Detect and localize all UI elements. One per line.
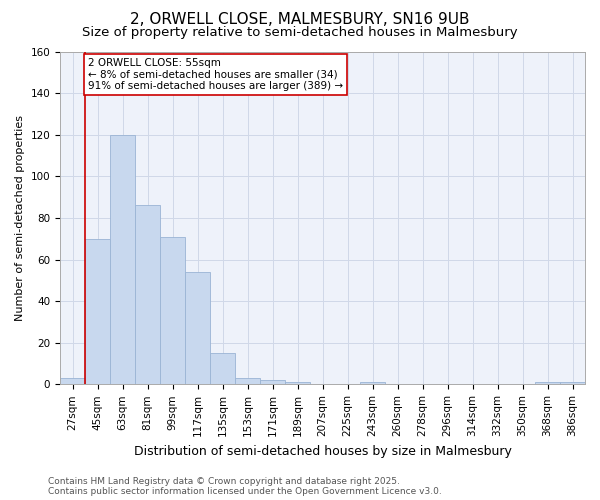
Bar bbox=[235, 378, 260, 384]
Bar bbox=[85, 238, 110, 384]
Bar bbox=[160, 236, 185, 384]
Text: Size of property relative to semi-detached houses in Malmesbury: Size of property relative to semi-detach… bbox=[82, 26, 518, 39]
Bar bbox=[560, 382, 585, 384]
Text: 2, ORWELL CLOSE, MALMESBURY, SN16 9UB: 2, ORWELL CLOSE, MALMESBURY, SN16 9UB bbox=[130, 12, 470, 28]
Text: 2 ORWELL CLOSE: 55sqm
← 8% of semi-detached houses are smaller (34)
91% of semi-: 2 ORWELL CLOSE: 55sqm ← 8% of semi-detac… bbox=[88, 58, 343, 91]
Bar bbox=[60, 378, 85, 384]
Bar bbox=[535, 382, 560, 384]
X-axis label: Distribution of semi-detached houses by size in Malmesbury: Distribution of semi-detached houses by … bbox=[134, 444, 511, 458]
Bar bbox=[285, 382, 310, 384]
Bar bbox=[110, 134, 135, 384]
Bar bbox=[260, 380, 285, 384]
Bar bbox=[135, 206, 160, 384]
Text: Contains HM Land Registry data © Crown copyright and database right 2025.
Contai: Contains HM Land Registry data © Crown c… bbox=[48, 476, 442, 496]
Bar bbox=[185, 272, 210, 384]
Bar bbox=[210, 353, 235, 384]
Y-axis label: Number of semi-detached properties: Number of semi-detached properties bbox=[15, 115, 25, 321]
Bar bbox=[360, 382, 385, 384]
